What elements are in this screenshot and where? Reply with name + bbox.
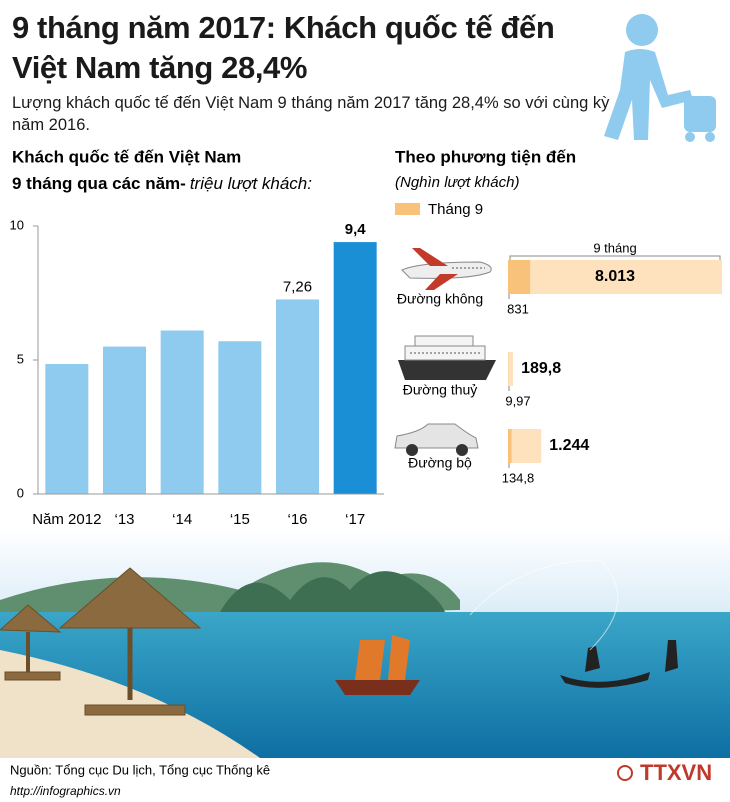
- ship-icon: [398, 335, 496, 380]
- bar: [103, 346, 146, 494]
- y-tick-label: 10: [10, 217, 24, 232]
- bar: [508, 260, 722, 294]
- category-label: Đường thuỷ: [403, 382, 478, 398]
- bar: [45, 364, 89, 494]
- x-tick-label: ‘15: [230, 511, 250, 528]
- bar: [508, 429, 542, 463]
- value-label: 831: [507, 301, 529, 316]
- series-bracket: [509, 255, 721, 260]
- bar: [276, 299, 319, 494]
- value-label: 9,97: [505, 393, 530, 408]
- bar: [508, 429, 512, 463]
- series-label: 9 tháng: [593, 240, 636, 255]
- logo-text: TTXVN: [640, 760, 712, 785]
- x-tick-label: ‘16: [287, 511, 307, 528]
- category-label: Đường không: [397, 291, 483, 307]
- x-tick-label: ‘17: [345, 511, 365, 528]
- logo: TTXVN: [617, 760, 712, 785]
- source: Nguồn: Tổng cục Du lịch, Tổng cục Thống …: [10, 762, 270, 777]
- chart-unit: (Nghìn lượt khách): [395, 174, 519, 191]
- x-tick-label: Năm 2012: [32, 511, 101, 528]
- legend-label: Tháng 9: [428, 201, 483, 218]
- x-tick-label: ‘14: [172, 511, 192, 528]
- title: 9 tháng năm 2017: Khách quốc tế đến Việt…: [12, 10, 555, 85]
- y-tick-label: 0: [17, 485, 24, 500]
- legend-swatch: [395, 203, 420, 215]
- value-label: 134,8: [502, 470, 535, 485]
- value-label: 189,8: [521, 360, 561, 377]
- category-label: Đường bộ: [408, 455, 472, 471]
- chart-title: Khách quốc tế đến Việt Nam: [12, 147, 241, 166]
- bar: [508, 352, 514, 386]
- photo-landscape: [0, 528, 730, 758]
- chart-subtitle-text: 9 tháng qua các năm-: [12, 174, 186, 193]
- plane-icon: [401, 248, 492, 290]
- value-label: 7,26: [283, 278, 312, 295]
- bar: [160, 330, 204, 494]
- y-tick-label: 5: [17, 351, 24, 366]
- value-label: 8.013: [595, 268, 635, 285]
- x-tick-label: ‘13: [114, 511, 134, 528]
- bar: [218, 341, 262, 494]
- subtitle: Lượng khách quốc tế đến Việt Nam 9 tháng…: [12, 94, 610, 134]
- value-label: 1.244: [549, 437, 589, 454]
- url: http://infographics.vn: [10, 784, 121, 798]
- traveler-icon: [604, 14, 716, 142]
- chart-subtitle: 9 tháng qua các năm-triệu lượt khách:: [12, 174, 312, 193]
- chart-title: Theo phương tiện đến: [395, 147, 576, 166]
- chart-unit: triệu lượt khách:: [190, 174, 312, 193]
- bar: [333, 242, 377, 494]
- bar: [508, 260, 531, 294]
- car-icon: [394, 423, 479, 456]
- value-label: 9,4: [345, 221, 367, 238]
